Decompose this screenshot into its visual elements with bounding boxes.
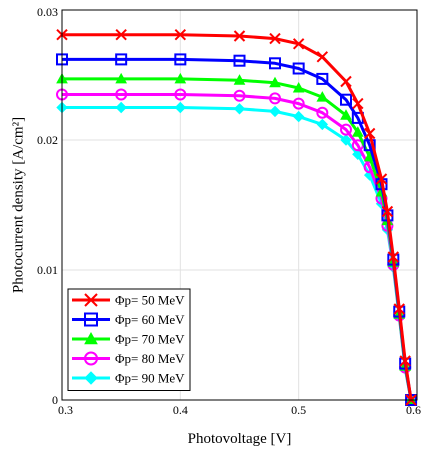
- data-point: [233, 103, 246, 115]
- legend: Φp= 50 MeV Φp= 60 MeV Φp= 70 MeV Φp= 80 MeV…: [67, 288, 191, 391]
- data-point: [233, 74, 246, 85]
- legend-label: Φp= 80 MeV: [115, 351, 185, 366]
- data-point: [387, 251, 400, 263]
- x-axis-title: Photovoltage [V]: [188, 431, 292, 447]
- legend-item: Φp= 60 MeV: [72, 312, 185, 327]
- series-1: [56, 28, 417, 406]
- data-point: [316, 72, 329, 85]
- data-point: [399, 355, 411, 367]
- legend-item: Φp= 70 MeV: [72, 332, 185, 347]
- data-point: [269, 92, 281, 105]
- data-point: [375, 173, 388, 185]
- plot-frame: [61, 9, 418, 401]
- x-tick-label: 0.6: [406, 403, 421, 417]
- data-point: [316, 118, 329, 131]
- data-point: [363, 139, 376, 152]
- data-point: [115, 88, 128, 101]
- data-point: [84, 331, 98, 345]
- data-point: [292, 38, 305, 50]
- legend-label: Φp= 60 MeV: [115, 312, 185, 327]
- legend-item: Φp= 90 MeV: [72, 371, 185, 386]
- data-point: [363, 127, 376, 140]
- data-point: [84, 293, 98, 307]
- data-point: [352, 97, 364, 110]
- data-point: [269, 32, 281, 45]
- legend-item: Φp= 50 MeV: [72, 293, 185, 308]
- data-point: [316, 106, 329, 119]
- data-point: [292, 62, 305, 75]
- data-point: [174, 72, 187, 84]
- y-tick-label: 0.01: [37, 263, 58, 277]
- legend-label: Φp= 70 MeV: [115, 332, 185, 347]
- data-point: [174, 28, 187, 41]
- y-tick-label: 0: [52, 393, 58, 407]
- data-point: [84, 351, 98, 366]
- data-point: [340, 75, 352, 88]
- data-point: [340, 123, 352, 136]
- data-point: [84, 312, 98, 327]
- data-point: [115, 72, 128, 84]
- data-point: [269, 57, 281, 70]
- y-tick-label: 0.03: [37, 5, 58, 19]
- legend-label: Φp= 50 MeV: [115, 293, 185, 308]
- data-point: [292, 110, 305, 123]
- data-point: [115, 53, 128, 66]
- data-point: [269, 76, 281, 88]
- data-point: [292, 97, 305, 110]
- data-point: [269, 105, 281, 118]
- data-point: [174, 53, 187, 66]
- legend-item: Φp= 80 MeV: [72, 351, 185, 366]
- data-point: [115, 101, 127, 114]
- axis-ticks: 0.3 0.4 0.5 0.6 0 0.01 0.02 0.03: [37, 5, 421, 417]
- data-point: [115, 28, 127, 41]
- series-line: [62, 33, 413, 401]
- data-point: [292, 81, 305, 93]
- series-layer: [56, 28, 418, 406]
- data-point: [393, 303, 405, 315]
- data-point: [340, 134, 352, 146]
- y-axis-title: Photocurrent density [A/cm²]: [10, 117, 26, 293]
- data-point: [351, 126, 364, 137]
- data-point: [174, 88, 187, 101]
- data-point: [233, 89, 246, 102]
- x-tick-label: 0.3: [58, 403, 73, 417]
- data-point: [316, 91, 329, 102]
- data-point: [84, 371, 98, 385]
- y-tick-label: 0.02: [37, 133, 58, 147]
- data-point: [316, 51, 329, 63]
- data-point: [174, 101, 187, 114]
- x-tick-label: 0.4: [173, 403, 188, 417]
- data-point: [233, 30, 246, 42]
- x-tick-label: 0.5: [291, 403, 306, 417]
- data-point: [340, 109, 352, 120]
- legend-label: Φp= 90 MeV: [115, 371, 185, 386]
- data-point: [381, 205, 394, 218]
- data-point: [233, 54, 246, 67]
- data-point: [340, 93, 352, 106]
